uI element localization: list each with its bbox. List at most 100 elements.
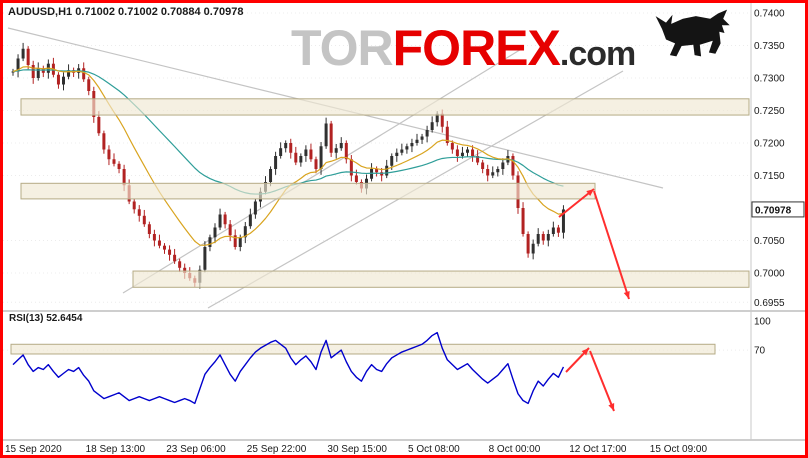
- candle-body: [21, 48, 25, 59]
- price-axis-label: 0.6955: [754, 298, 785, 309]
- candle-body: [122, 169, 126, 186]
- candle-body: [173, 254, 177, 262]
- forecast-arrow-price: [593, 190, 630, 300]
- candle-body: [455, 149, 459, 156]
- candle-body: [228, 224, 232, 236]
- candle-body: [410, 143, 414, 147]
- candle-body: [395, 152, 399, 156]
- torforex-logo: TOR FOREX .com: [291, 20, 636, 76]
- candle-body: [31, 65, 35, 78]
- candle-body: [415, 139, 419, 143]
- candle-body: [521, 208, 525, 234]
- candle-body: [248, 214, 252, 227]
- rsi-overbought-zone: [10, 343, 716, 355]
- candle-body: [486, 169, 490, 176]
- candle-body: [67, 70, 71, 77]
- candle-body: [253, 201, 257, 215]
- candle-body: [178, 261, 182, 268]
- candle-body: [274, 156, 278, 169]
- candle-body: [531, 243, 535, 254]
- candle-body: [370, 169, 374, 179]
- candle-body: [551, 227, 555, 234]
- candle-body: [233, 235, 237, 247]
- time-axis-label: 5 Oct 08:00: [408, 444, 460, 455]
- candle-body: [223, 214, 227, 225]
- candle-body: [294, 152, 298, 163]
- candle-body: [450, 143, 454, 150]
- trendline: [122, 47, 524, 294]
- support-zone-lower: [132, 270, 750, 288]
- time-axis-label: 30 Sep 15:00: [327, 444, 387, 455]
- candle-body: [561, 209, 565, 233]
- candle-body: [319, 146, 323, 169]
- candle-body: [425, 130, 429, 137]
- candle-body: [11, 71, 15, 73]
- time-axis-label: 18 Sep 13:00: [86, 444, 146, 455]
- candle-body: [501, 162, 505, 169]
- candle-body: [541, 234, 545, 241]
- price-axis-label: 0.7050: [754, 236, 785, 247]
- candle-body: [152, 234, 156, 241]
- candle-body: [556, 227, 560, 233]
- resistance-zone-mid: [20, 182, 596, 200]
- current-price-tag: [751, 201, 805, 218]
- candle-body: [97, 117, 101, 134]
- logo-text-com: .com: [559, 35, 636, 73]
- rsi-line: [12, 331, 565, 405]
- candle-body: [279, 148, 283, 156]
- candle-body: [440, 113, 444, 127]
- candle-body: [471, 149, 475, 156]
- candle-body: [445, 126, 449, 143]
- candle-body: [526, 234, 530, 254]
- bull-icon: [655, 9, 730, 57]
- candle-body: [511, 156, 515, 176]
- candle-body: [117, 163, 121, 169]
- candle-body: [390, 156, 394, 166]
- candle-body: [354, 175, 358, 182]
- candle-body: [56, 74, 60, 85]
- candle-body: [107, 149, 111, 160]
- candle-body: [147, 224, 151, 234]
- candle-body: [163, 245, 166, 250]
- candle-body: [238, 237, 242, 247]
- candle-body: [132, 201, 136, 210]
- price-axis-label: 0.7150: [754, 171, 785, 182]
- rsi-indicator-label: RSI(13) 52.6454: [9, 313, 83, 324]
- candle-body: [243, 226, 247, 238]
- candle-body: [481, 162, 485, 169]
- candle-body: [269, 169, 273, 182]
- candle-body: [344, 143, 348, 160]
- candle-body: [324, 123, 328, 147]
- price-axis-label: 0.7300: [754, 74, 785, 85]
- candle-body: [112, 159, 116, 164]
- current-price-label: 0.70978: [755, 205, 792, 216]
- chart-canvas: 0.7400 0.7350 0.7300 0.7250 0.7200 0.7150 0.70…: [3, 3, 805, 455]
- candle-body: [16, 58, 20, 72]
- forecast-arrow-rsi-head: [608, 403, 615, 411]
- price-axis-label: 0.7350: [754, 41, 785, 52]
- candle-body: [82, 68, 86, 80]
- candle-body: [137, 209, 141, 216]
- time-axis-label: 15 Oct 09:00: [650, 444, 708, 455]
- candle-body: [339, 143, 343, 149]
- candle-body: [309, 149, 313, 160]
- candle-body: [26, 48, 30, 65]
- candle-body: [491, 172, 495, 176]
- candle-body: [405, 146, 409, 150]
- candle-body: [299, 156, 303, 163]
- resistance-zone-upper: [20, 98, 750, 116]
- candle-body: [183, 267, 187, 273]
- logo-text-tor: TOR: [291, 20, 394, 76]
- price-axis-label: 0.7400: [754, 9, 785, 20]
- candle-body: [213, 227, 217, 238]
- price-axis-label: 0.7200: [754, 139, 785, 150]
- candle-body: [329, 123, 333, 153]
- forecast-arrow-price-head: [623, 291, 630, 299]
- candle-body: [208, 237, 212, 247]
- candle-body: [314, 159, 318, 169]
- candle-body: [203, 247, 207, 270]
- time-axis-label: 25 Sep 22:00: [247, 444, 307, 455]
- candle-body: [168, 249, 172, 255]
- candle-body: [87, 79, 91, 91]
